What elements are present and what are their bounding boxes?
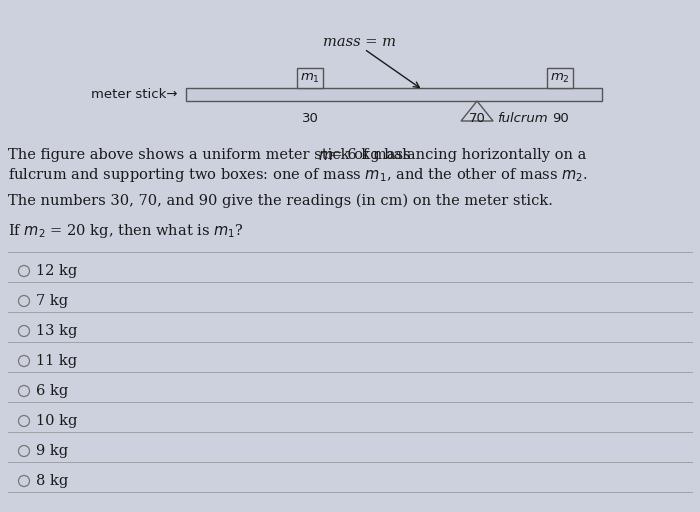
Text: = 6 kg balancing horizontally on a: = 6 kg balancing horizontally on a <box>326 148 587 162</box>
Text: mass = m: mass = m <box>323 35 395 49</box>
Text: $m$: $m$ <box>318 148 333 163</box>
Text: $m_2$: $m_2$ <box>550 72 570 84</box>
Text: 13 kg: 13 kg <box>36 324 78 338</box>
Text: 30: 30 <box>302 112 319 125</box>
Text: 6 kg: 6 kg <box>36 384 69 398</box>
Text: If $m_2$ = 20 kg, then what is $m_1$?: If $m_2$ = 20 kg, then what is $m_1$? <box>8 222 244 240</box>
Text: 12 kg: 12 kg <box>36 264 77 278</box>
Text: 8 kg: 8 kg <box>36 474 69 488</box>
Polygon shape <box>461 101 493 121</box>
Text: The numbers 30, 70, and 90 give the readings (in cm) on the meter stick.: The numbers 30, 70, and 90 give the read… <box>8 194 553 208</box>
Text: fulcrum: fulcrum <box>497 113 547 125</box>
Text: $m_1$: $m_1$ <box>300 72 321 84</box>
Text: 9 kg: 9 kg <box>36 444 68 458</box>
Bar <box>298 68 323 88</box>
Text: meter stick→: meter stick→ <box>91 88 178 101</box>
Text: 70: 70 <box>468 112 486 125</box>
Text: The figure above shows a uniform meter stick of mass: The figure above shows a uniform meter s… <box>8 148 415 162</box>
Text: 10 kg: 10 kg <box>36 414 78 428</box>
Bar <box>547 68 573 88</box>
Text: 90: 90 <box>552 112 568 125</box>
Text: fulcrum and supporting two boxes: one of mass $m_1$, and the other of mass $m_2$: fulcrum and supporting two boxes: one of… <box>8 166 588 184</box>
Text: 7 kg: 7 kg <box>36 294 68 308</box>
Text: 11 kg: 11 kg <box>36 354 77 368</box>
Bar <box>186 88 602 101</box>
